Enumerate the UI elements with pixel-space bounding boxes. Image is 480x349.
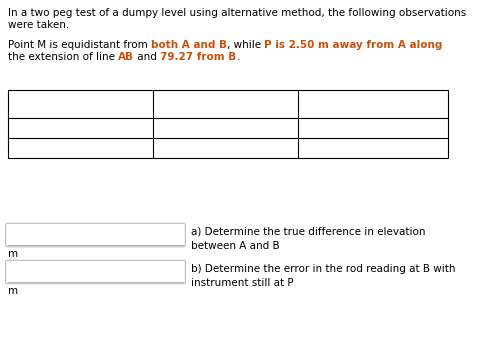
Text: P is 2.50 m away from A along: P is 2.50 m away from A along: [264, 40, 443, 50]
Text: Instrument set-up at: Instrument set-up at: [165, 93, 287, 103]
Text: 79.27 from B: 79.27 from B: [160, 52, 237, 62]
Text: and: and: [134, 52, 160, 62]
Text: M: M: [220, 104, 231, 114]
Text: Rod reading at point A: Rod reading at point A: [10, 123, 127, 133]
Text: m: m: [8, 249, 18, 259]
Text: 2.140 m: 2.140 m: [351, 143, 395, 153]
Text: AB: AB: [118, 52, 134, 62]
Text: In a two peg test of a dumpy level using alternative method, the following obser: In a two peg test of a dumpy level using…: [8, 8, 466, 18]
Text: m: m: [8, 286, 18, 296]
Text: 1.563 m: 1.563 m: [351, 123, 395, 133]
Text: both A and B: both A and B: [151, 40, 227, 50]
Text: 0.296 m: 0.296 m: [204, 123, 247, 133]
Text: b) Determine the error in the rod reading at B with
instrument still at P: b) Determine the error in the rod readin…: [191, 264, 456, 288]
Text: Rod reading at point B: Rod reading at point B: [10, 143, 127, 153]
Text: the extension of line: the extension of line: [8, 52, 118, 62]
Text: 0.910 m: 0.910 m: [204, 143, 247, 153]
Text: Point M is equidistant from: Point M is equidistant from: [8, 40, 151, 50]
Text: were taken.: were taken.: [8, 20, 69, 30]
Text: Instrument set-up at P: Instrument set-up at P: [306, 100, 440, 110]
Text: a) Determine the true difference in elevation
between A and B: a) Determine the true difference in elev…: [191, 227, 425, 251]
Text: .: .: [237, 52, 240, 62]
Text: , while: , while: [227, 40, 264, 50]
